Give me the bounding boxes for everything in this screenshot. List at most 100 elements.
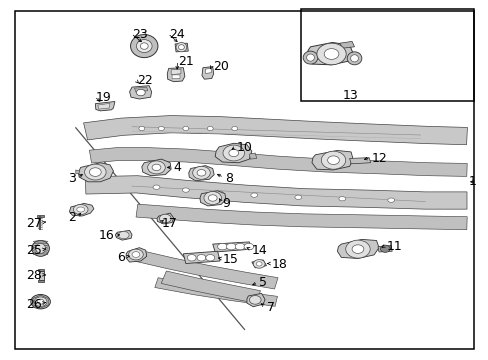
Ellipse shape (228, 149, 238, 157)
Text: 12: 12 (371, 152, 386, 165)
Ellipse shape (203, 192, 221, 204)
Polygon shape (200, 191, 225, 206)
Ellipse shape (34, 297, 47, 306)
Ellipse shape (37, 299, 44, 304)
Polygon shape (155, 278, 277, 306)
Ellipse shape (147, 161, 165, 174)
Ellipse shape (253, 260, 264, 268)
Text: 4: 4 (173, 161, 181, 174)
Text: 17: 17 (161, 217, 177, 230)
Polygon shape (246, 293, 264, 307)
Polygon shape (78, 163, 113, 182)
Text: 23: 23 (132, 28, 147, 41)
Polygon shape (183, 251, 220, 264)
Ellipse shape (130, 35, 158, 58)
Ellipse shape (136, 89, 145, 96)
Ellipse shape (217, 243, 227, 250)
Ellipse shape (182, 188, 189, 192)
Polygon shape (377, 246, 391, 252)
Ellipse shape (208, 195, 217, 201)
Ellipse shape (249, 296, 261, 304)
Text: 28: 28 (26, 269, 41, 282)
Ellipse shape (73, 204, 88, 215)
Text: 9: 9 (222, 197, 230, 210)
Text: 27: 27 (26, 217, 41, 230)
Ellipse shape (223, 145, 244, 161)
Polygon shape (171, 69, 181, 75)
Ellipse shape (159, 214, 171, 223)
Polygon shape (136, 204, 466, 230)
Ellipse shape (183, 126, 188, 131)
Bar (300, 9, 473, 101)
Text: 5: 5 (259, 276, 266, 289)
Ellipse shape (32, 240, 49, 256)
Polygon shape (349, 158, 370, 164)
Polygon shape (134, 250, 278, 289)
Ellipse shape (152, 164, 161, 171)
Ellipse shape (132, 252, 140, 257)
Polygon shape (337, 239, 378, 258)
Text: 26: 26 (26, 298, 41, 311)
Ellipse shape (321, 151, 345, 169)
Polygon shape (251, 260, 266, 268)
Text: 24: 24 (168, 28, 184, 41)
Polygon shape (129, 86, 151, 99)
Ellipse shape (345, 240, 369, 258)
Ellipse shape (178, 45, 184, 50)
Ellipse shape (153, 185, 160, 189)
Ellipse shape (338, 197, 345, 201)
Text: 15: 15 (222, 253, 238, 266)
Polygon shape (202, 67, 213, 79)
Ellipse shape (192, 166, 210, 179)
Ellipse shape (244, 243, 253, 250)
Ellipse shape (128, 249, 143, 260)
Text: 19: 19 (95, 91, 111, 104)
Polygon shape (69, 203, 94, 216)
Polygon shape (215, 143, 251, 163)
Text: 22: 22 (137, 75, 152, 87)
Text: 2: 2 (68, 211, 76, 224)
Ellipse shape (140, 43, 148, 49)
Polygon shape (115, 230, 132, 240)
Ellipse shape (250, 193, 257, 197)
Text: 14: 14 (251, 244, 267, 257)
Ellipse shape (197, 170, 205, 176)
Ellipse shape (324, 49, 338, 59)
Polygon shape (126, 248, 146, 262)
Text: 3: 3 (68, 172, 76, 185)
Polygon shape (83, 116, 467, 145)
Ellipse shape (158, 126, 164, 131)
Ellipse shape (77, 207, 84, 212)
Polygon shape (39, 271, 43, 280)
Polygon shape (175, 43, 188, 52)
Ellipse shape (380, 245, 389, 252)
Text: 20: 20 (212, 60, 228, 73)
Polygon shape (172, 75, 180, 79)
Text: 1: 1 (468, 175, 476, 188)
Ellipse shape (31, 294, 50, 309)
Polygon shape (95, 102, 115, 111)
Polygon shape (157, 213, 173, 224)
Polygon shape (38, 269, 44, 271)
Polygon shape (339, 41, 354, 48)
Text: 11: 11 (386, 240, 401, 253)
Ellipse shape (89, 168, 101, 176)
Polygon shape (311, 150, 352, 170)
Polygon shape (134, 87, 147, 92)
Text: 25: 25 (26, 244, 41, 257)
Polygon shape (37, 215, 44, 217)
Polygon shape (205, 68, 211, 73)
Polygon shape (142, 159, 171, 176)
Ellipse shape (306, 54, 314, 61)
Polygon shape (134, 43, 155, 50)
Ellipse shape (235, 243, 244, 250)
Text: 18: 18 (271, 258, 286, 271)
Ellipse shape (136, 40, 152, 53)
Ellipse shape (176, 42, 186, 52)
Polygon shape (212, 242, 251, 252)
Text: 6: 6 (117, 251, 124, 264)
Polygon shape (76, 170, 79, 174)
Ellipse shape (327, 156, 339, 165)
Polygon shape (38, 280, 44, 282)
Text: 8: 8 (224, 172, 232, 185)
